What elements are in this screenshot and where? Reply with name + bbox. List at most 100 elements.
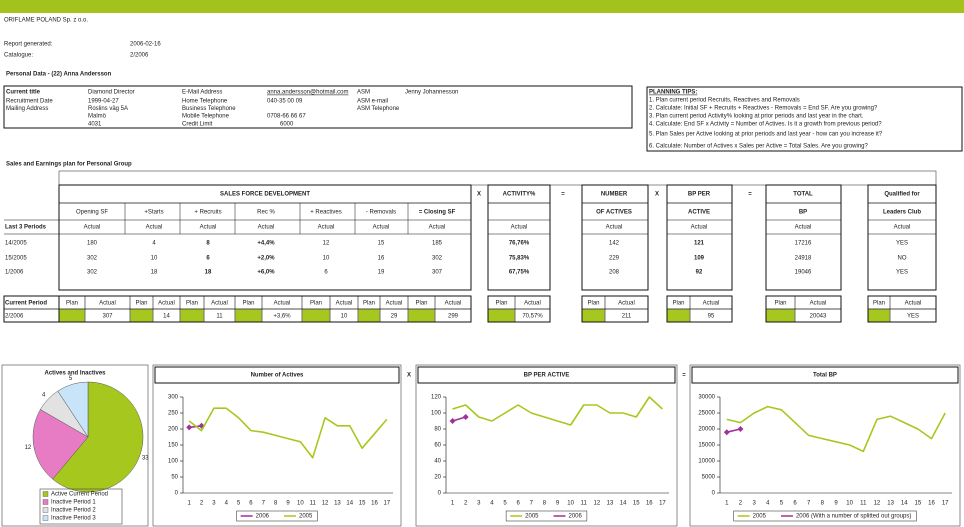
- plan-input[interactable]: [868, 309, 890, 322]
- x-tick-label: 11: [581, 501, 588, 507]
- cell: 302: [432, 256, 443, 262]
- x-tick-label: 15: [633, 501, 640, 507]
- plan-input[interactable]: [302, 309, 330, 322]
- x-tick-label: 16: [646, 501, 653, 507]
- cell: 109: [694, 256, 705, 262]
- x-tick-label: 16: [371, 501, 378, 507]
- plan-input[interactable]: [667, 309, 690, 322]
- actual-label: Actual: [336, 301, 353, 307]
- cell: 18: [151, 270, 158, 276]
- actual-label: Actual: [429, 225, 446, 231]
- plan-input[interactable]: [408, 309, 435, 322]
- plan-input[interactable]: [235, 309, 262, 322]
- plan-input[interactable]: [130, 309, 153, 322]
- cell: 19046: [795, 270, 812, 276]
- plan-input[interactable]: [358, 309, 380, 322]
- plan-input[interactable]: [582, 309, 605, 322]
- period: 2/2006: [5, 314, 24, 320]
- x-tick-label: 14: [901, 501, 908, 507]
- tip: 6. Calculate: Number of Actives x Sales …: [649, 144, 868, 150]
- actual-label: Actual: [691, 225, 708, 231]
- column-header: TOTAL: [793, 192, 813, 198]
- y-tick-label: 10000: [698, 459, 715, 465]
- plan-input[interactable]: [180, 309, 204, 322]
- chart-title: Actives and Inactives: [44, 371, 106, 377]
- legend-swatch: [42, 491, 49, 497]
- x-tick-label: 12: [322, 501, 329, 507]
- field-value: Diamond Director: [88, 90, 135, 96]
- chart-title: Number of Actives: [251, 373, 304, 379]
- actual-label: Actual: [606, 225, 623, 231]
- x-tick-label: 17: [942, 501, 949, 507]
- legend-label: 2006 (With a number of splitted out grou…: [796, 514, 911, 520]
- field-value: 6000: [280, 122, 294, 128]
- column-header: ACTIVE: [688, 210, 710, 216]
- pie-slice: [52, 381, 144, 493]
- group-box: [867, 184, 937, 291]
- cell: 229: [609, 256, 620, 262]
- actual-label: Actual: [618, 301, 635, 307]
- x-tick-label: 9: [834, 501, 838, 507]
- cell: YES: [896, 241, 908, 247]
- plan-input[interactable]: [766, 309, 795, 322]
- section-title: Personal Data - (22) Anna Andersson: [6, 72, 112, 78]
- y-tick-label: 15000: [698, 443, 715, 449]
- y-tick-label: 300: [168, 395, 179, 401]
- slice-label: 33: [142, 455, 149, 461]
- plan-label: Plan: [587, 301, 599, 307]
- legend-swatch: [42, 515, 49, 521]
- top-bar: [0, 0, 964, 13]
- tip: 3. Plan current period Activity% looking…: [649, 114, 864, 120]
- x-tick-label: 11: [860, 501, 867, 507]
- plan-label: Plan: [66, 301, 78, 307]
- x-tick-label: 2: [200, 501, 204, 507]
- x-tick-label: 8: [274, 501, 278, 507]
- cell: 12: [323, 241, 330, 247]
- x-tick-label: 2: [739, 501, 743, 507]
- value: 2006-02-16: [130, 42, 161, 48]
- label: Report generated:: [4, 42, 53, 48]
- x-tick-label: 3: [212, 501, 216, 507]
- x-tick-label: 9: [286, 501, 290, 507]
- legend-label: Active Current Period: [51, 492, 108, 498]
- cell: 11: [216, 314, 223, 320]
- chart-panel: [415, 364, 678, 527]
- cell: 180: [87, 241, 98, 247]
- period: 14/2005: [5, 241, 27, 247]
- field-label: Business Telephone: [182, 106, 236, 112]
- group-box: [765, 184, 842, 291]
- cell: 18: [205, 270, 212, 276]
- plan-input[interactable]: [59, 309, 85, 322]
- column-header: - Removals: [366, 210, 396, 216]
- cell: NO: [898, 256, 907, 262]
- actual-label: Actual: [894, 225, 911, 231]
- actual-label: Actual: [318, 225, 335, 231]
- cell: 20043: [810, 314, 827, 320]
- cell: 95: [708, 314, 715, 320]
- x-tick-label: 1: [451, 501, 455, 507]
- actual-label: Actual: [274, 301, 291, 307]
- y-tick-label: 150: [168, 443, 179, 449]
- chart-title: Total BP: [813, 373, 837, 379]
- cell: 14: [163, 314, 170, 320]
- cell: 121: [694, 241, 705, 247]
- column-header: NUMBER: [601, 192, 628, 198]
- legend-label: 2005: [299, 514, 313, 520]
- actual-label: Actual: [84, 225, 101, 231]
- plan-label: Plan: [672, 301, 684, 307]
- row-label: Current Period: [5, 301, 47, 307]
- chart-panel: [1, 364, 149, 527]
- x-tick-label: 1: [725, 501, 729, 507]
- cell: 19: [378, 270, 385, 276]
- address-line: 4031: [88, 122, 102, 128]
- plan-input[interactable]: [488, 309, 515, 322]
- y-tick-label: 200: [168, 427, 179, 433]
- field-label: ASM Telephone: [357, 106, 400, 112]
- plan-label: Plan: [415, 301, 427, 307]
- cell: 8: [206, 241, 210, 247]
- column-header: BP PER: [688, 192, 711, 198]
- x-tick-label: 17: [659, 501, 666, 507]
- actual-label: Actual: [158, 301, 175, 307]
- plan-label: Plan: [310, 301, 322, 307]
